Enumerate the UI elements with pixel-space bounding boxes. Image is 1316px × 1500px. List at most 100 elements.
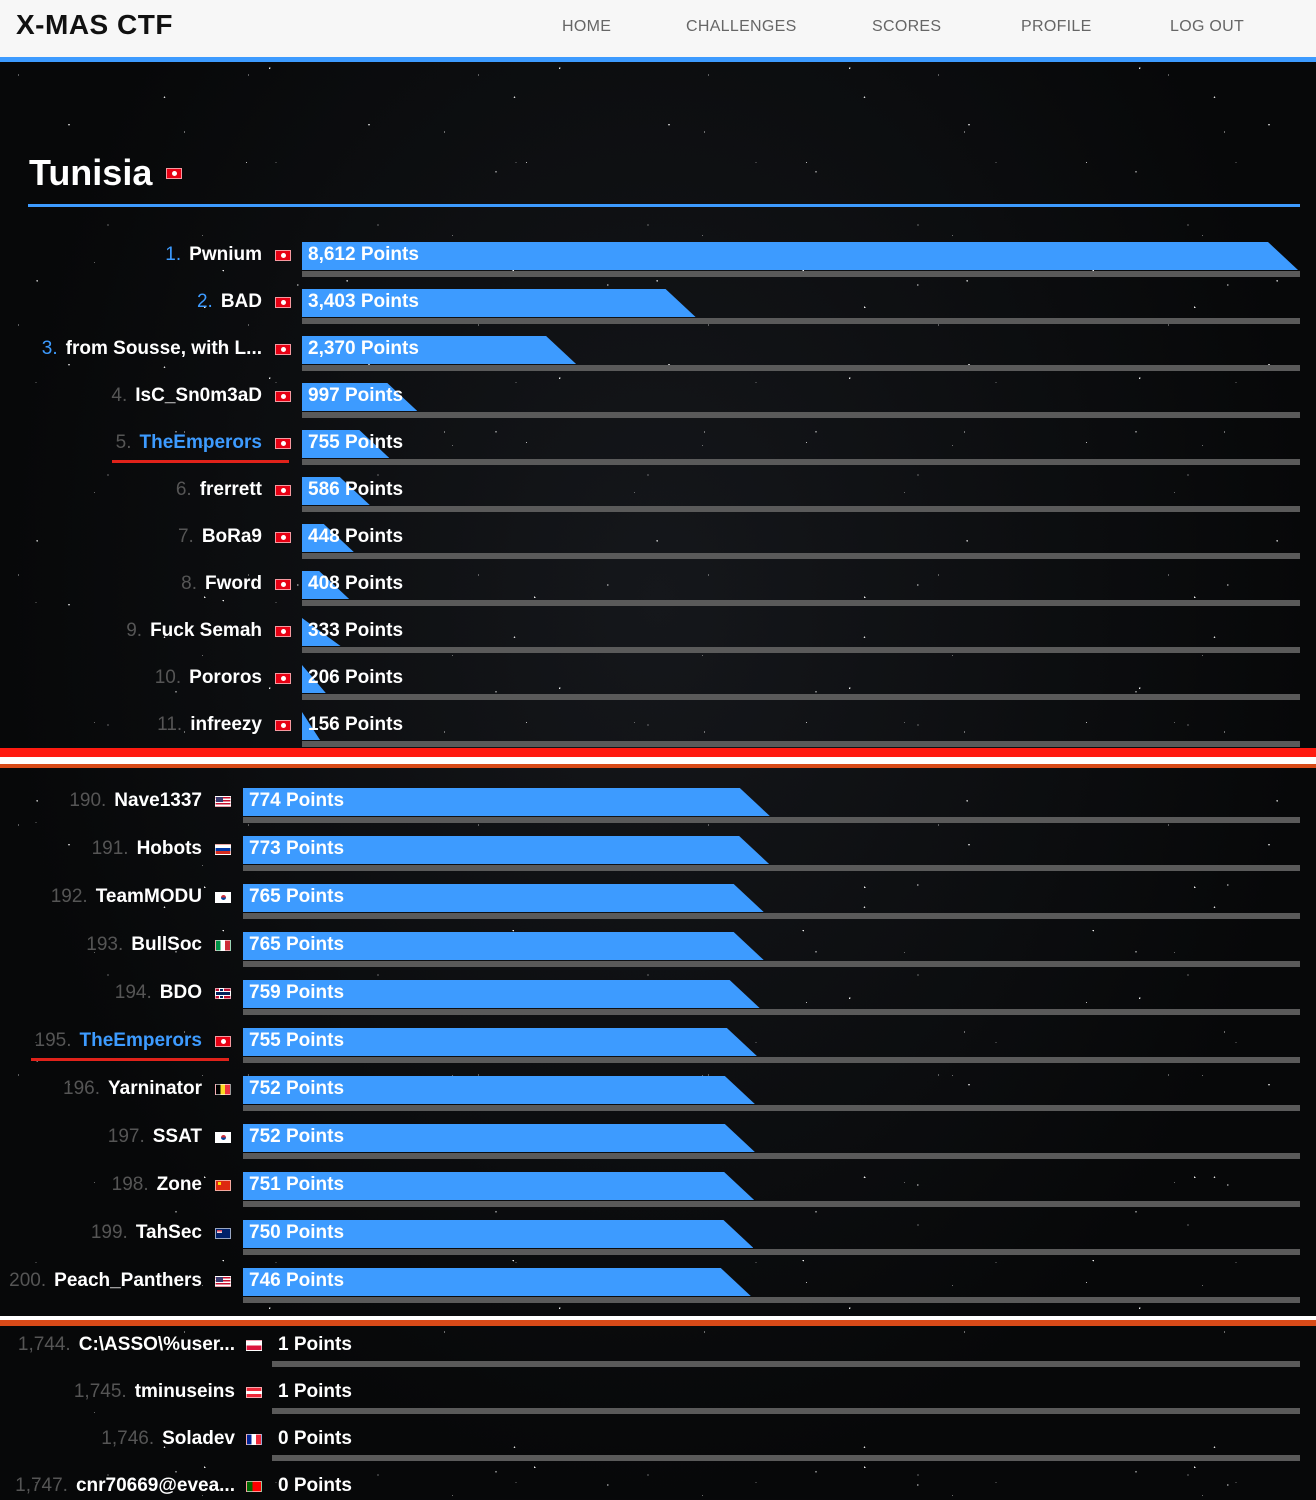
score-points: 746 Points	[249, 1270, 345, 1291]
nav-scores[interactable]: SCORES	[872, 18, 942, 35]
france-flag-icon	[246, 1434, 262, 1445]
rank-number: 2.	[196, 291, 213, 312]
team-name[interactable]: TeamMODU	[95, 886, 202, 907]
score-track	[243, 817, 1300, 823]
team-name[interactable]: Yarninator	[108, 1078, 202, 1099]
scoreboard-row: 1,747. cnr70669@evea... 0 Points	[0, 1472, 1316, 1500]
team-name[interactable]: Pwnium	[189, 244, 262, 265]
rank-number: 1,745.	[73, 1381, 127, 1402]
team-name[interactable]: Pororos	[189, 667, 262, 688]
score-points: 1 Points	[278, 1334, 352, 1355]
score-bar	[243, 788, 770, 816]
main-nav: HOME CHALLENGES SCORES PROFILE LOG OUT	[0, 18, 1316, 38]
score-points: 755 Points	[308, 432, 404, 453]
korea-flag-icon	[215, 1132, 231, 1143]
scoreboard-row: 3. from Sousse, with L... 2,370 Points	[0, 335, 1316, 382]
highlight-underline	[111, 460, 289, 463]
team-name[interactable]: from Sousse, with L...	[65, 338, 262, 359]
team-name[interactable]: TheEmperors	[79, 1030, 202, 1051]
russia-flag-icon	[215, 844, 231, 855]
score-points: 586 Points	[308, 479, 404, 500]
team-name[interactable]: cnr70669@evea...	[75, 1475, 235, 1496]
rank-number: 8.	[181, 573, 197, 594]
team-name[interactable]: Fuck Semah	[150, 620, 262, 641]
score-track	[302, 412, 1300, 418]
score-points: 8,612 Points	[308, 244, 419, 265]
score-track	[243, 1105, 1300, 1111]
scoreboard-row: 6. frerrett 586 Points	[0, 476, 1316, 523]
team-name[interactable]: TahSec	[135, 1222, 202, 1243]
score-points: 206 Points	[308, 667, 404, 688]
score-bar	[302, 336, 576, 364]
team-name[interactable]: C:\ASSO\%user...	[78, 1334, 235, 1355]
team-name[interactable]: tminuseins	[134, 1381, 235, 1402]
score-track	[302, 600, 1300, 606]
team-name[interactable]: SSAT	[152, 1126, 202, 1147]
section-break-red	[0, 748, 1316, 757]
rank-number: 199.	[90, 1222, 128, 1243]
score-track	[243, 913, 1300, 919]
team-name[interactable]: IsC_Sn0m3aD	[135, 385, 262, 406]
team-name[interactable]: Zone	[156, 1174, 202, 1195]
score-track	[272, 1455, 1300, 1461]
score-points: 773 Points	[249, 838, 345, 859]
nav-challenges[interactable]: CHALLENGES	[686, 18, 797, 35]
tunisia-flag-icon	[275, 250, 291, 261]
score-track	[302, 694, 1300, 700]
team-name[interactable]: Fword	[205, 573, 262, 594]
team-name[interactable]: BDO	[159, 982, 202, 1003]
score-points: 408 Points	[308, 573, 404, 594]
score-track	[272, 1361, 1300, 1367]
team-name[interactable]: frerrett	[199, 479, 262, 500]
team-name[interactable]: BoRa9	[201, 526, 262, 547]
tunisia-flag-icon	[275, 438, 291, 449]
scoreboard-row: 4. IsC_Sn0m3aD 997 Points	[0, 382, 1316, 429]
score-track	[302, 553, 1300, 559]
score-bar	[243, 884, 764, 912]
section-break-white	[0, 757, 1316, 764]
score-bar	[302, 289, 696, 317]
scoreboard-row: 11. infreezy 156 Points	[0, 711, 1316, 758]
score-bar	[302, 242, 1298, 270]
nav-home[interactable]: HOME	[562, 18, 612, 35]
team-name[interactable]: Soladev	[162, 1428, 235, 1449]
scoreboard-row: 193. BullSoc 765 Points	[0, 931, 1316, 978]
nav-profile[interactable]: PROFILE	[1021, 18, 1092, 35]
korea-flag-icon	[215, 892, 231, 903]
score-points: 3,403 Points	[308, 291, 419, 312]
score-points: 752 Points	[249, 1126, 345, 1147]
score-points: 333 Points	[308, 620, 404, 641]
rank-number: 194.	[114, 982, 152, 1003]
rank-number: 3.	[41, 338, 58, 359]
team-name[interactable]: BAD	[220, 291, 262, 312]
portugal-flag-icon	[246, 1481, 262, 1492]
rank-number: 193.	[86, 934, 124, 955]
belgium-flag-icon	[215, 1084, 231, 1095]
team-name[interactable]: TheEmperors	[139, 432, 262, 453]
china-flag-icon	[215, 1180, 231, 1191]
scoreboard-row: 2. BAD 3,403 Points	[0, 288, 1316, 335]
score-points: 156 Points	[308, 714, 404, 735]
rank-number: 1,744.	[17, 1334, 71, 1355]
score-track	[302, 365, 1300, 371]
score-track	[243, 1201, 1300, 1207]
team-name[interactable]: Hobots	[136, 838, 202, 859]
score-points: 752 Points	[249, 1078, 345, 1099]
nav-logout[interactable]: LOG OUT	[1170, 18, 1245, 35]
brand-logo[interactable]: X-MAS CTF	[16, 9, 173, 40]
australia-flag-icon	[215, 1228, 231, 1239]
rank-number: 7.	[177, 526, 194, 547]
score-track	[243, 1297, 1300, 1303]
team-name[interactable]: Nave1337	[114, 790, 202, 811]
score-points: 765 Points	[249, 934, 345, 955]
rank-number: 6.	[175, 479, 192, 500]
score-bar	[243, 1076, 755, 1104]
rank-number: 195.	[34, 1030, 72, 1051]
scoreboard-row: 5. TheEmperors 755 Points	[0, 429, 1316, 476]
team-name[interactable]: infreezy	[190, 714, 262, 735]
rank-number: 192.	[50, 886, 88, 907]
team-name[interactable]: Peach_Panthers	[54, 1270, 202, 1291]
score-points: 997 Points	[308, 385, 404, 406]
score-points: 1 Points	[278, 1381, 352, 1402]
team-name[interactable]: BullSoc	[131, 934, 202, 955]
